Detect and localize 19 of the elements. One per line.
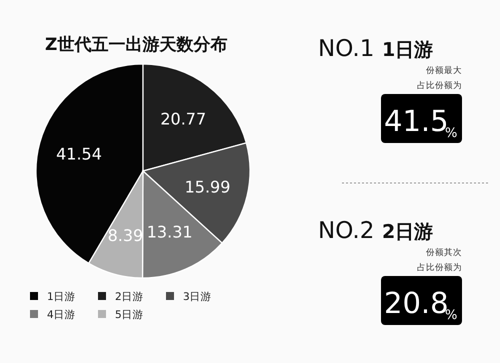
text: 1日游 — [382, 39, 434, 61]
text: 份额其次 — [426, 247, 462, 258]
legend-label: 5日游 — [115, 309, 144, 321]
text: 占比份额为 — [417, 80, 462, 91]
text: 份额最大 — [426, 65, 462, 76]
text: 2日游 — [382, 221, 434, 243]
data-label: 41.54 — [56, 144, 102, 164]
text: 占比份额为 — [417, 262, 462, 273]
data-label: 8.39 — [108, 226, 144, 245]
legend-label: 3日游 — [183, 291, 212, 303]
legend-label: 1日游 — [47, 291, 76, 303]
chart-title: Z世代五一出游天数分布 — [45, 35, 228, 55]
text: NO.2 — [318, 218, 374, 244]
legend-label: 2日游 — [115, 291, 144, 303]
text: NO.1 — [318, 36, 374, 62]
legend-label: 4日游 — [47, 309, 76, 321]
data-label: 13.31 — [146, 222, 193, 242]
data-label: 15.99 — [184, 178, 230, 197]
data-label: 20.77 — [160, 109, 206, 128]
